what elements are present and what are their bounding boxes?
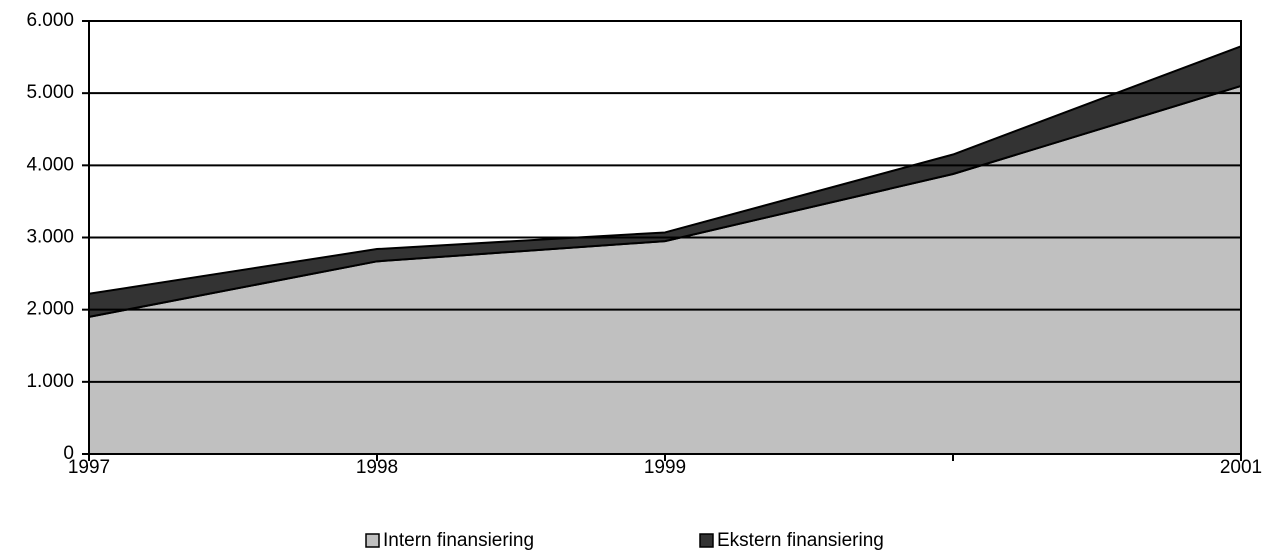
y-tick-label: 1.000 [26, 371, 74, 392]
y-tick-label: 2.000 [26, 299, 74, 320]
x-tick-label: 1998 [356, 457, 398, 478]
legend-swatch [699, 533, 714, 548]
legend-label: Ekstern finansiering [717, 530, 884, 551]
x-tick-label: 1999 [644, 457, 686, 478]
y-tick-label: 6.000 [26, 10, 74, 31]
y-tick-label: 5.000 [26, 82, 74, 103]
legend-swatch [365, 533, 380, 548]
legend-label: Intern finansiering [383, 530, 534, 551]
y-tick-label: 4.000 [26, 154, 74, 175]
y-tick-label: 0 [63, 443, 74, 464]
y-tick-label: 3.000 [26, 227, 74, 248]
x-tick-label: 1997 [68, 457, 110, 478]
x-tick-label: 2001 [1220, 457, 1262, 478]
